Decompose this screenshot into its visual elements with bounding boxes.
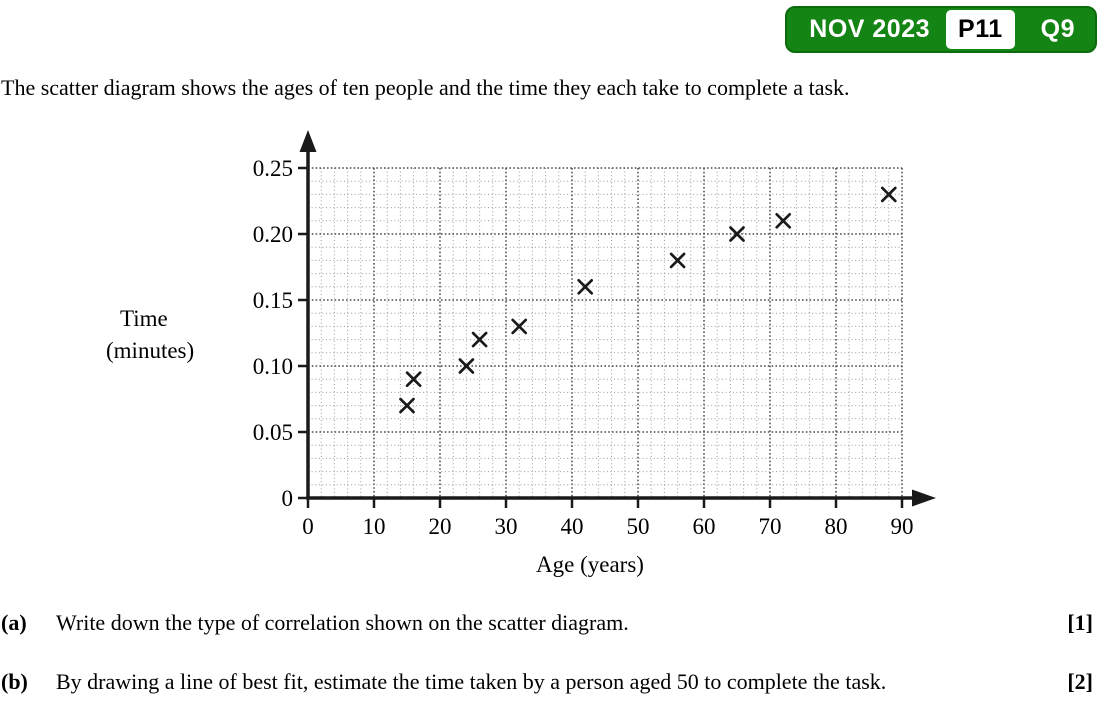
data-points: [399, 186, 897, 414]
question-a-text: Write down the type of correlation shown…: [56, 610, 629, 635]
data-point: [405, 371, 422, 388]
y-axis-title-line1: Time: [120, 306, 168, 331]
x-tick-label: 60: [693, 514, 716, 539]
data-point-marker: [669, 252, 686, 269]
question-b-marks: [2]: [1067, 669, 1093, 694]
data-point-marker: [399, 397, 415, 414]
data-point-marker: [458, 358, 475, 374]
question-a-label: (a): [1, 610, 27, 635]
y-tick-label: 0.10: [253, 354, 293, 379]
y-tick-label: 0.15: [253, 288, 293, 313]
x-tick-label: 0: [302, 514, 314, 539]
x-axis-arrow-icon: [912, 489, 936, 507]
data-point: [729, 226, 745, 242]
data-point-marker: [729, 226, 745, 242]
badge-question-label: Q9: [1040, 15, 1075, 43]
data-point-marker: [511, 318, 528, 335]
question-b-label: (b): [1, 669, 28, 694]
intro-text: The scatter diagram shows the ages of te…: [1, 75, 850, 100]
badge-paper-label: P11: [946, 10, 1015, 49]
data-point: [669, 252, 686, 269]
y-tick-label: 0.20: [253, 222, 293, 247]
y-tick-label: 0.25: [253, 156, 293, 181]
x-tick-label: 50: [627, 514, 650, 539]
data-point-marker: [405, 371, 422, 388]
question-a-marks: [1]: [1067, 610, 1093, 635]
data-point: [511, 318, 528, 335]
x-tick-label: 10: [363, 514, 386, 539]
data-point: [577, 278, 594, 295]
data-point: [880, 186, 897, 203]
data-point-marker: [775, 212, 792, 229]
question-b-text: By drawing a line of best fit, estimate …: [56, 669, 887, 694]
question-a: (a) Write down the type of correlation s…: [1, 610, 1093, 636]
scatter-diagram: 0 10 20 30 40 50 60 70 80 90 0 0.05 0.10 0.15 0.20 0.25…: [106, 130, 936, 577]
data-point-marker: [577, 278, 594, 295]
data-point: [471, 331, 488, 348]
x-tick-label: 80: [825, 514, 848, 539]
question-b: (b) By drawing a line of best fit, estim…: [1, 669, 1093, 695]
data-point: [775, 212, 792, 229]
data-point-marker: [471, 331, 488, 348]
y-axis-arrow-icon: [299, 130, 317, 152]
x-tick-label: 30: [495, 514, 518, 539]
data-point: [399, 397, 415, 414]
questions-section: (a) Write down the type of correlation s…: [1, 610, 1093, 695]
x-tick-label: 40: [561, 514, 584, 539]
x-axis-title: Age (years): [536, 552, 644, 577]
y-tick-label: 0.05: [253, 420, 293, 445]
x-tick-label: 20: [429, 514, 452, 539]
data-point: [458, 358, 475, 374]
data-point-marker: [880, 186, 897, 203]
grid: [308, 167, 903, 498]
y-axis-title-line2: (minutes): [106, 338, 194, 363]
question-badge: NOV 2023 P11 Q9: [785, 6, 1097, 53]
x-tick-label: 90: [891, 514, 914, 539]
y-tick-label: 0: [282, 486, 294, 511]
x-tick-label: 70: [759, 514, 782, 539]
badge-session-label: NOV 2023: [809, 15, 931, 43]
